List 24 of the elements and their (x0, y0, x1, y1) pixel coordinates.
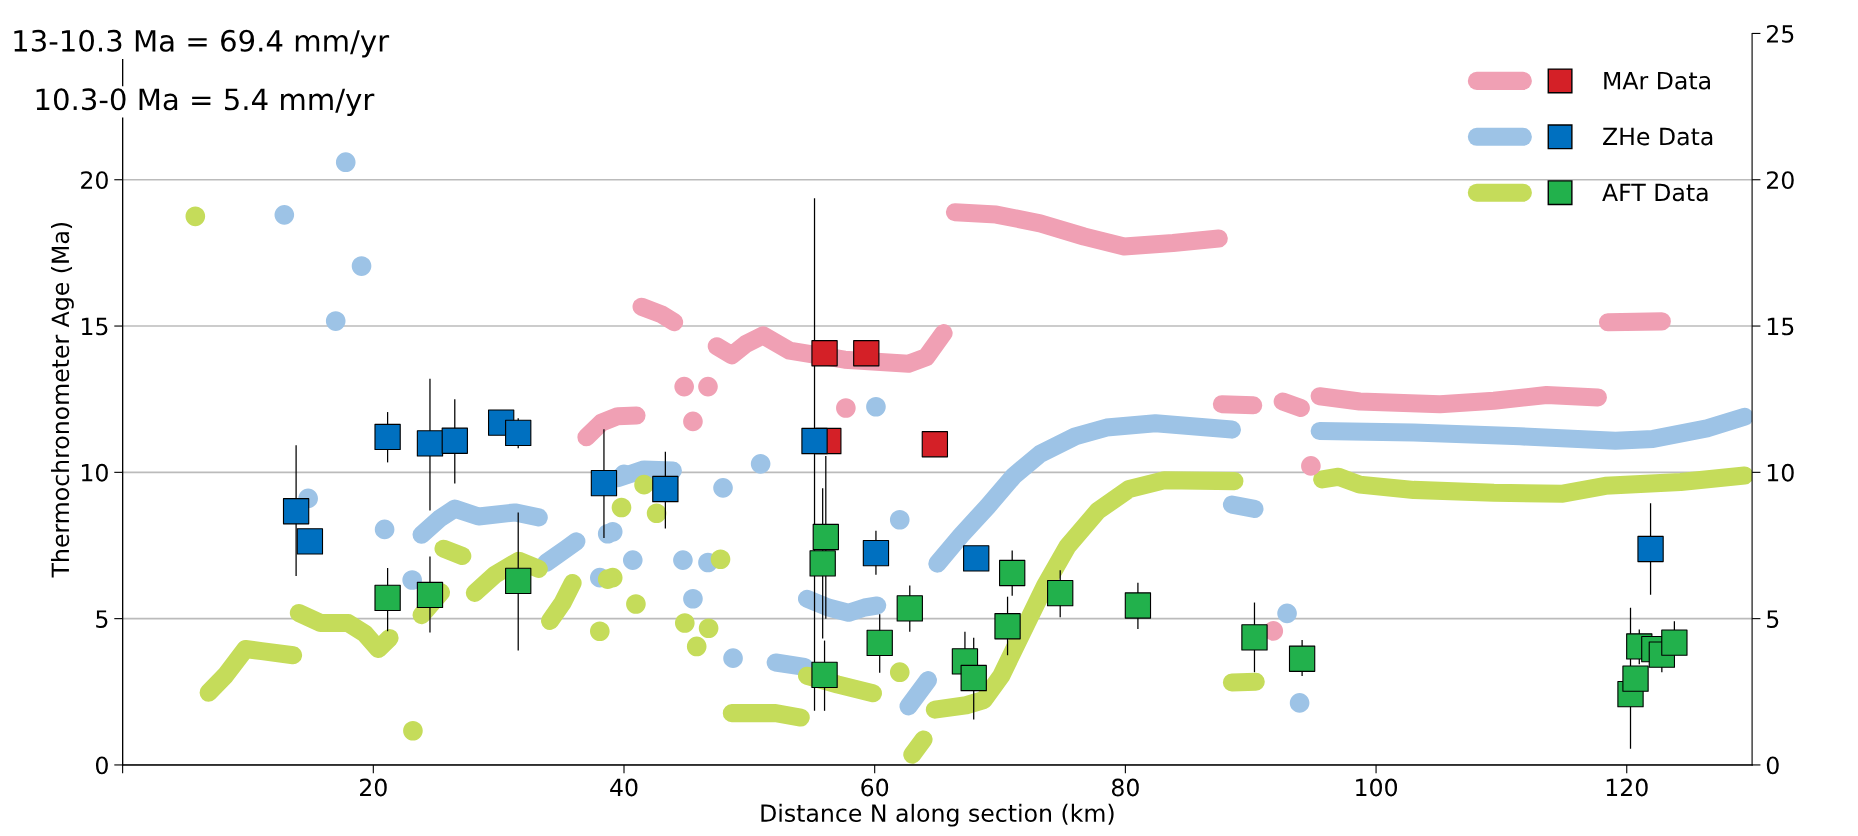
y-tick-label: 5 (96, 610, 108, 628)
y-axis-title: Thermochronometer Age (Ma) (50, 222, 74, 578)
x-tick-label: 80 (1111, 778, 1139, 797)
x-tick-label: 40 (610, 778, 638, 797)
y-tick-label: 10 (81, 463, 108, 482)
y-tick-label: 20 (81, 171, 108, 190)
y2-tick-label: 20 (1767, 171, 1794, 190)
y2-tick-label: 5 (1767, 610, 1779, 628)
x-axis-title: Distance N along section (km) (761, 803, 1114, 827)
annotation: 13-10.3 Ma = 69.4 mm/yr (14, 29, 390, 58)
x-tick-label: 20 (360, 778, 387, 797)
legend-label: AFT Data (1602, 183, 1708, 202)
y2-tick-label: 10 (1767, 463, 1794, 482)
x-tick-label: 60 (861, 778, 889, 797)
y-tick-label: 15 (81, 317, 108, 336)
y2-tick-label: 0 (1766, 756, 1779, 775)
y-tick-label: 0 (95, 756, 108, 775)
x-tick-label: 120 (1606, 778, 1648, 797)
annotation: 10.3-0 Ma = 5.4 mm/yr (36, 88, 375, 117)
legend-label: MAr Data (1604, 71, 1710, 90)
y2-tick-label: 15 (1767, 317, 1794, 336)
legend-label: ZHe Data (1603, 127, 1713, 146)
x-tick-label: 100 (1356, 778, 1398, 797)
y2-tick-label: 25 (1767, 24, 1794, 43)
